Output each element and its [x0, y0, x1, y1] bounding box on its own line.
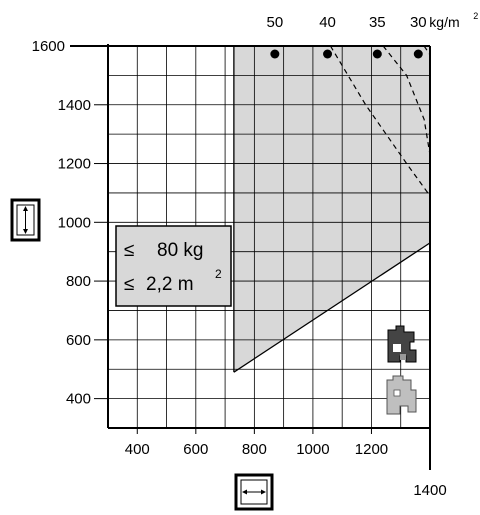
info-area-exponent: 2 — [215, 267, 222, 281]
weight-marker-dot — [323, 49, 333, 59]
weight-marker-dot — [413, 49, 423, 59]
sash-height-icon — [10, 198, 41, 242]
info-area-symbol: ≤ — [124, 274, 134, 295]
info-weight-symbol: ≤ — [124, 240, 134, 261]
y-top-label: 1600 — [32, 38, 65, 55]
region-fill — [233, 46, 430, 373]
weight-label: 30 — [410, 14, 427, 31]
weight-limit-curves — [329, 45, 431, 197]
permissible-region — [233, 46, 430, 373]
x-tick-label: 1000 — [296, 441, 329, 458]
weight-label: 50 — [267, 14, 284, 31]
x-tick-label: 400 — [125, 441, 150, 458]
weight-marker-dot — [372, 49, 382, 59]
y-tick-label: 800 — [66, 273, 91, 290]
info-area-value: 2,2 m — [146, 274, 194, 295]
x-end-label: 1400 — [413, 482, 446, 499]
weight-markers: 50 40 35 30 kg/m 2 — [267, 11, 478, 59]
weight-unit-label: kg/m — [429, 14, 459, 30]
info-weight-value: 80 kg — [157, 240, 203, 261]
window-profile-dark-icon — [387, 325, 417, 363]
sash-width-icon — [234, 473, 274, 511]
x-tick-label: 800 — [242, 441, 267, 458]
y-tick-label: 400 — [66, 391, 91, 408]
x-tick-label: 600 — [183, 441, 208, 458]
x-tick-label: 1200 — [355, 441, 388, 458]
info-box-frame — [115, 225, 232, 307]
y-tick-label: 1000 — [58, 214, 91, 231]
weight-limit-curve — [382, 45, 431, 155]
region-boundary-diagonal — [233, 242, 431, 373]
weight-label: 40 — [319, 14, 336, 31]
y-tick-label: 1400 — [58, 97, 91, 114]
weight-unit-exponent: 2 — [473, 11, 478, 21]
weight-marker-dot — [270, 49, 280, 59]
window-profile-light-icon — [386, 375, 417, 415]
info-box: ≤ 80 kg ≤ 2,2 m 2 — [115, 225, 232, 307]
y-tick-label: 600 — [66, 332, 91, 349]
axes — [70, 44, 431, 470]
y-tick-labels: 400 600 800 1000 1200 1400 1600 — [32, 38, 108, 408]
y-tick-label: 1200 — [58, 156, 91, 173]
weight-limit-curve — [423, 45, 431, 56]
x-tick-labels: 400 600 800 1000 1200 1400 — [125, 428, 447, 499]
weight-label: 35 — [369, 14, 386, 31]
grid — [108, 46, 431, 428]
